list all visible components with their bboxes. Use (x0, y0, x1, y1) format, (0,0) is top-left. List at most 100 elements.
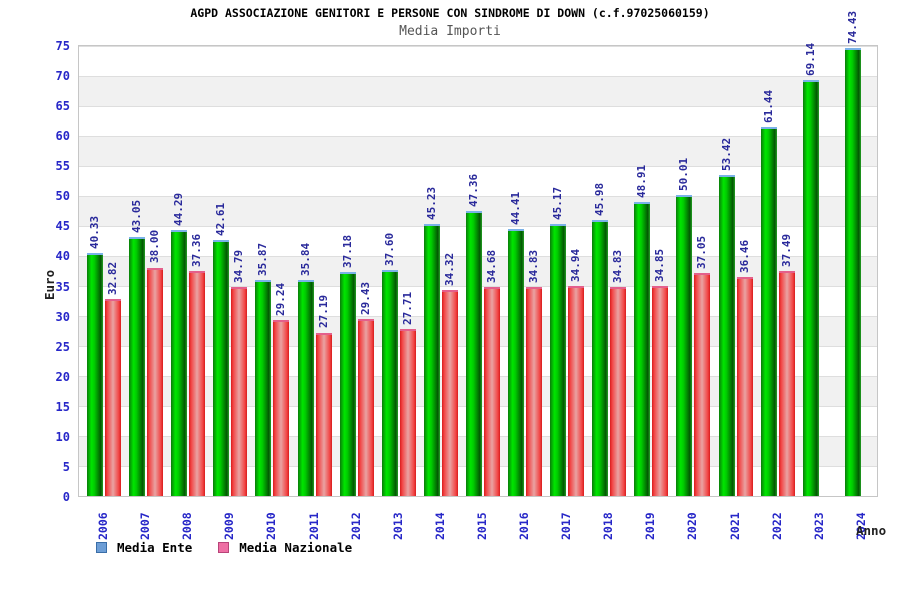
bar-value-label: 29.43 (358, 281, 372, 316)
bar-value-label: 34.83 (611, 249, 625, 283)
grid-band (79, 46, 877, 76)
y-tick-label: 75 (55, 39, 70, 53)
y-tick-label: 65 (55, 99, 70, 114)
bar-media-ente[interactable] (339, 272, 356, 496)
bar-value-label: 61.44 (761, 89, 775, 123)
y-tick-label: 30 (55, 309, 70, 324)
bar-media-ente[interactable] (760, 126, 777, 496)
chart-title: AGPD ASSOCIAZIONE GENITORI E PERSONE CON… (190, 6, 710, 20)
legend-item-media-ente[interactable]: Media Ente (96, 540, 192, 555)
bar-media-ente[interactable] (129, 237, 146, 496)
bar-value-label: 27.19 (316, 295, 330, 329)
bar-media-ente[interactable] (87, 253, 103, 496)
x-tick-year-2023: 2023 (811, 512, 826, 540)
bar-media-nazionale[interactable] (652, 286, 669, 496)
bar-media-nazionale[interactable] (399, 329, 416, 496)
bar-value-label: 37.49 (779, 233, 793, 267)
x-tick-year-2017: 2017 (559, 512, 574, 540)
bar-media-ente[interactable] (423, 224, 440, 496)
bar-value-label: 45.17 (551, 187, 565, 221)
x-tick-year-2008: 2008 (180, 512, 195, 540)
media-ente-swatch-icon (96, 542, 107, 553)
bar-media-ente[interactable] (213, 239, 230, 496)
y-tick-label: 70 (55, 69, 70, 84)
legend-item-media-nazionale[interactable]: Media Nazionale (218, 540, 352, 555)
bar-media-ente[interactable] (844, 48, 861, 496)
x-tick-year-2015: 2015 (474, 512, 489, 540)
bar-value-label: 32.82 (106, 261, 119, 295)
bar-media-ente[interactable] (508, 228, 525, 496)
bar-media-ente[interactable] (676, 195, 693, 496)
bar-value-label: 43.05 (130, 200, 144, 234)
bar-value-label: 37.60 (382, 232, 396, 266)
legend-label: Media Nazionale (239, 540, 353, 555)
bar-media-nazionale[interactable] (568, 285, 585, 496)
bar-value-label: 34.83 (527, 249, 541, 283)
x-tick-year-2010: 2010 (264, 512, 279, 540)
bar-value-label: 37.05 (695, 236, 709, 270)
bar-value-label: 36.46 (737, 239, 751, 273)
x-tick-year-2016: 2016 (517, 512, 532, 540)
bar-media-ente[interactable] (465, 211, 482, 496)
bar-value-label: 69.14 (803, 43, 817, 77)
bar-value-label: 48.91 (635, 164, 649, 198)
media-nazionale-swatch-icon (218, 542, 230, 553)
grid-band (79, 106, 877, 136)
bar-media-nazionale[interactable] (357, 319, 374, 496)
y-tick-label: 35 (55, 279, 70, 294)
grid-band (79, 76, 877, 106)
bar-media-nazionale[interactable] (736, 276, 753, 496)
x-tick-year-2019: 2019 (643, 512, 658, 540)
bar-value-label: 44.29 (172, 192, 186, 226)
bar-media-ente[interactable] (550, 224, 567, 496)
bar-value-label: 44.41 (509, 191, 523, 225)
bar-value-label: 34.68 (484, 250, 498, 284)
bar-media-ente[interactable] (297, 280, 314, 496)
y-tick-label: 50 (55, 189, 70, 204)
bar-value-label: 34.32 (442, 252, 456, 286)
bar-value-label: 38.00 (148, 230, 162, 264)
bar-media-nazionale[interactable] (147, 267, 164, 496)
bar-value-label: 40.33 (88, 216, 101, 250)
bar-media-ente[interactable] (718, 174, 735, 496)
bar-media-ente[interactable] (634, 201, 651, 496)
bar-media-nazionale[interactable] (526, 286, 543, 496)
bar-value-label: 34.85 (653, 249, 667, 283)
bar-media-nazionale[interactable] (315, 332, 332, 496)
bar-media-nazionale[interactable] (483, 287, 500, 496)
y-tick-label: 20 (55, 369, 70, 384)
bar-value-label: 47.36 (466, 174, 480, 208)
bar-value-label: 45.98 (593, 182, 607, 216)
bar-media-nazionale[interactable] (105, 298, 121, 496)
bar-media-ente[interactable] (255, 280, 272, 496)
x-tick-year-2009: 2009 (222, 512, 237, 540)
y-tick-label: 45 (55, 219, 70, 234)
y-tick-label: 5 (62, 459, 70, 474)
bar-media-nazionale[interactable] (231, 286, 248, 496)
x-tick-year-2013: 2013 (390, 512, 405, 540)
bar-value-label: 50.01 (677, 158, 691, 192)
bar-media-ente[interactable] (592, 219, 609, 496)
y-tick-label: 10 (55, 429, 70, 444)
bar-media-ente[interactable] (802, 80, 819, 496)
x-tick-year-2020: 2020 (685, 512, 700, 540)
bar-media-nazionale[interactable] (694, 273, 711, 496)
bar-media-nazionale[interactable] (778, 270, 795, 496)
bar-media-nazionale[interactable] (189, 271, 206, 496)
y-tick-label: 60 (55, 129, 70, 144)
bar-media-nazionale[interactable] (610, 286, 627, 496)
bar-value-label: 45.23 (424, 186, 438, 221)
bar-media-ente[interactable] (381, 269, 398, 496)
grid-band (79, 166, 877, 196)
bar-media-nazionale[interactable] (441, 289, 458, 496)
bar-value-label: 53.42 (719, 137, 733, 171)
x-tick-year-2018: 2018 (601, 512, 616, 540)
x-tick-year-2007: 2007 (138, 512, 153, 540)
bar-media-ente[interactable] (171, 229, 188, 496)
bar-media-nazionale[interactable] (273, 320, 290, 496)
bar-value-label: 35.87 (256, 243, 270, 277)
bar-value-label: 37.36 (190, 234, 204, 268)
bar-value-label: 34.94 (569, 248, 583, 282)
x-tick-year-2012: 2012 (348, 512, 363, 540)
